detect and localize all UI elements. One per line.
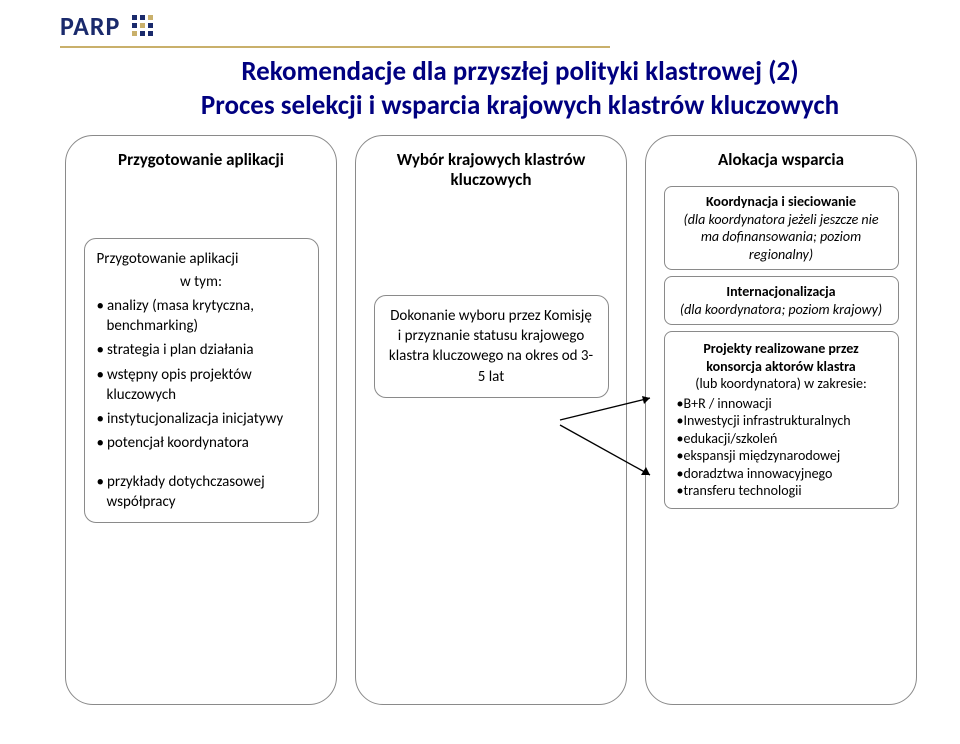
- col3-box3-item: •edukacji/szkoleń: [677, 430, 886, 448]
- col1-intro: Przygotowanie aplikacji: [97, 249, 306, 269]
- col3-box3-list: •B+R / innowacji •Inwestycji infrastrukt…: [677, 395, 886, 500]
- col3-box3-item-label: ekspansji międzynarodowej: [683, 447, 840, 464]
- col2-header: Wybór krajowych klastrów kluczowych: [366, 150, 616, 191]
- col3-header: Alokacja wsparcia: [718, 150, 844, 170]
- col3-box-coordination: Koordynacja i sieciowanie (dla koordynat…: [664, 186, 899, 270]
- col3-box3-item: •ekspansji międzynarodowej: [677, 447, 886, 465]
- col3-box3-item-label: Inwestycji infrastrukturalnych: [683, 412, 850, 429]
- col1-box: Przygotowanie aplikacji w tym: analizy (…: [84, 238, 319, 523]
- col3-box3-title: Projekty realizowane przez konsorcja akt…: [703, 340, 858, 375]
- col3-box3-item-label: B+R / innowacji: [683, 395, 771, 412]
- logo-text: PARP: [60, 10, 120, 42]
- col3-box3-item-label: edukacji/szkoleń: [683, 430, 777, 447]
- col3-box3-item: •doradztwa innowacyjnego: [677, 465, 886, 483]
- col3-box3-sub: (lub koordynatora) w zakresie:: [695, 375, 867, 392]
- col3-box3-item: •B+R / innowacji: [677, 395, 886, 413]
- col2-box: Dokonanie wyboru przez Komisję i przyzna…: [374, 295, 609, 398]
- col1-item: potencjał koordynatora: [97, 433, 306, 453]
- col1-item: instytucjonalizacja inicjatywy: [97, 409, 306, 429]
- header-divider: [60, 46, 610, 48]
- col1-item: strategia i plan działania: [97, 340, 306, 360]
- columns-container: Przygotowanie aplikacji Przygotowanie ap…: [65, 135, 917, 705]
- title-line-2: Proces selekcji i wsparcia krajowych kla…: [201, 89, 839, 122]
- col1-extra-list: przykłady dotychczasowej współpracy: [97, 472, 306, 513]
- col1-item: analizy (masa krytyczna, benchmarking): [97, 296, 306, 337]
- col3-box-projects: Projekty realizowane przez konsorcja akt…: [664, 331, 899, 509]
- col3-box3-item-label: doradztwa innowacyjnego: [683, 465, 832, 482]
- col3-box3-item-label: transferu technologii: [683, 482, 801, 499]
- col3-box2-title: Internacjonalizacja: [726, 283, 835, 300]
- col1-header: Przygotowanie aplikacji: [118, 150, 284, 170]
- logo: PARP: [60, 10, 158, 42]
- col3-box1-note: (dla koordynatora jeżeli jeszcze nie ma …: [683, 211, 878, 263]
- col3-box-internationalization: Internacjonalizacja (dla koordynatora; p…: [664, 276, 899, 325]
- col3-box1-title: Koordynacja i sieciowanie: [706, 193, 856, 210]
- col-selection: Wybór krajowych klastrów kluczowych Doko…: [355, 135, 627, 705]
- col3-box2-note: (dla koordynatora; poziom krajowy): [680, 301, 882, 318]
- title-line-1: Rekomendacje dla przyszłej polityki klas…: [241, 55, 798, 88]
- col1-subintro: w tym:: [97, 272, 306, 292]
- col3-box3-item: •Inwestycji infrastrukturalnych: [677, 412, 886, 430]
- col-allocation: Alokacja wsparcia Koordynacja i sieciowa…: [645, 135, 917, 705]
- logo-icon: [128, 11, 158, 41]
- col1-list: analizy (masa krytyczna, benchmarking) s…: [97, 296, 306, 454]
- col3-box3-item: •transferu technologii: [677, 482, 886, 500]
- col1-extra: przykłady dotychczasowej współpracy: [97, 472, 306, 513]
- col-preparation: Przygotowanie aplikacji Przygotowanie ap…: [65, 135, 337, 705]
- page-title: Rekomendacje dla przyszłej polityki klas…: [110, 55, 930, 123]
- col1-item: wstępny opis projektów kluczowych: [97, 365, 306, 406]
